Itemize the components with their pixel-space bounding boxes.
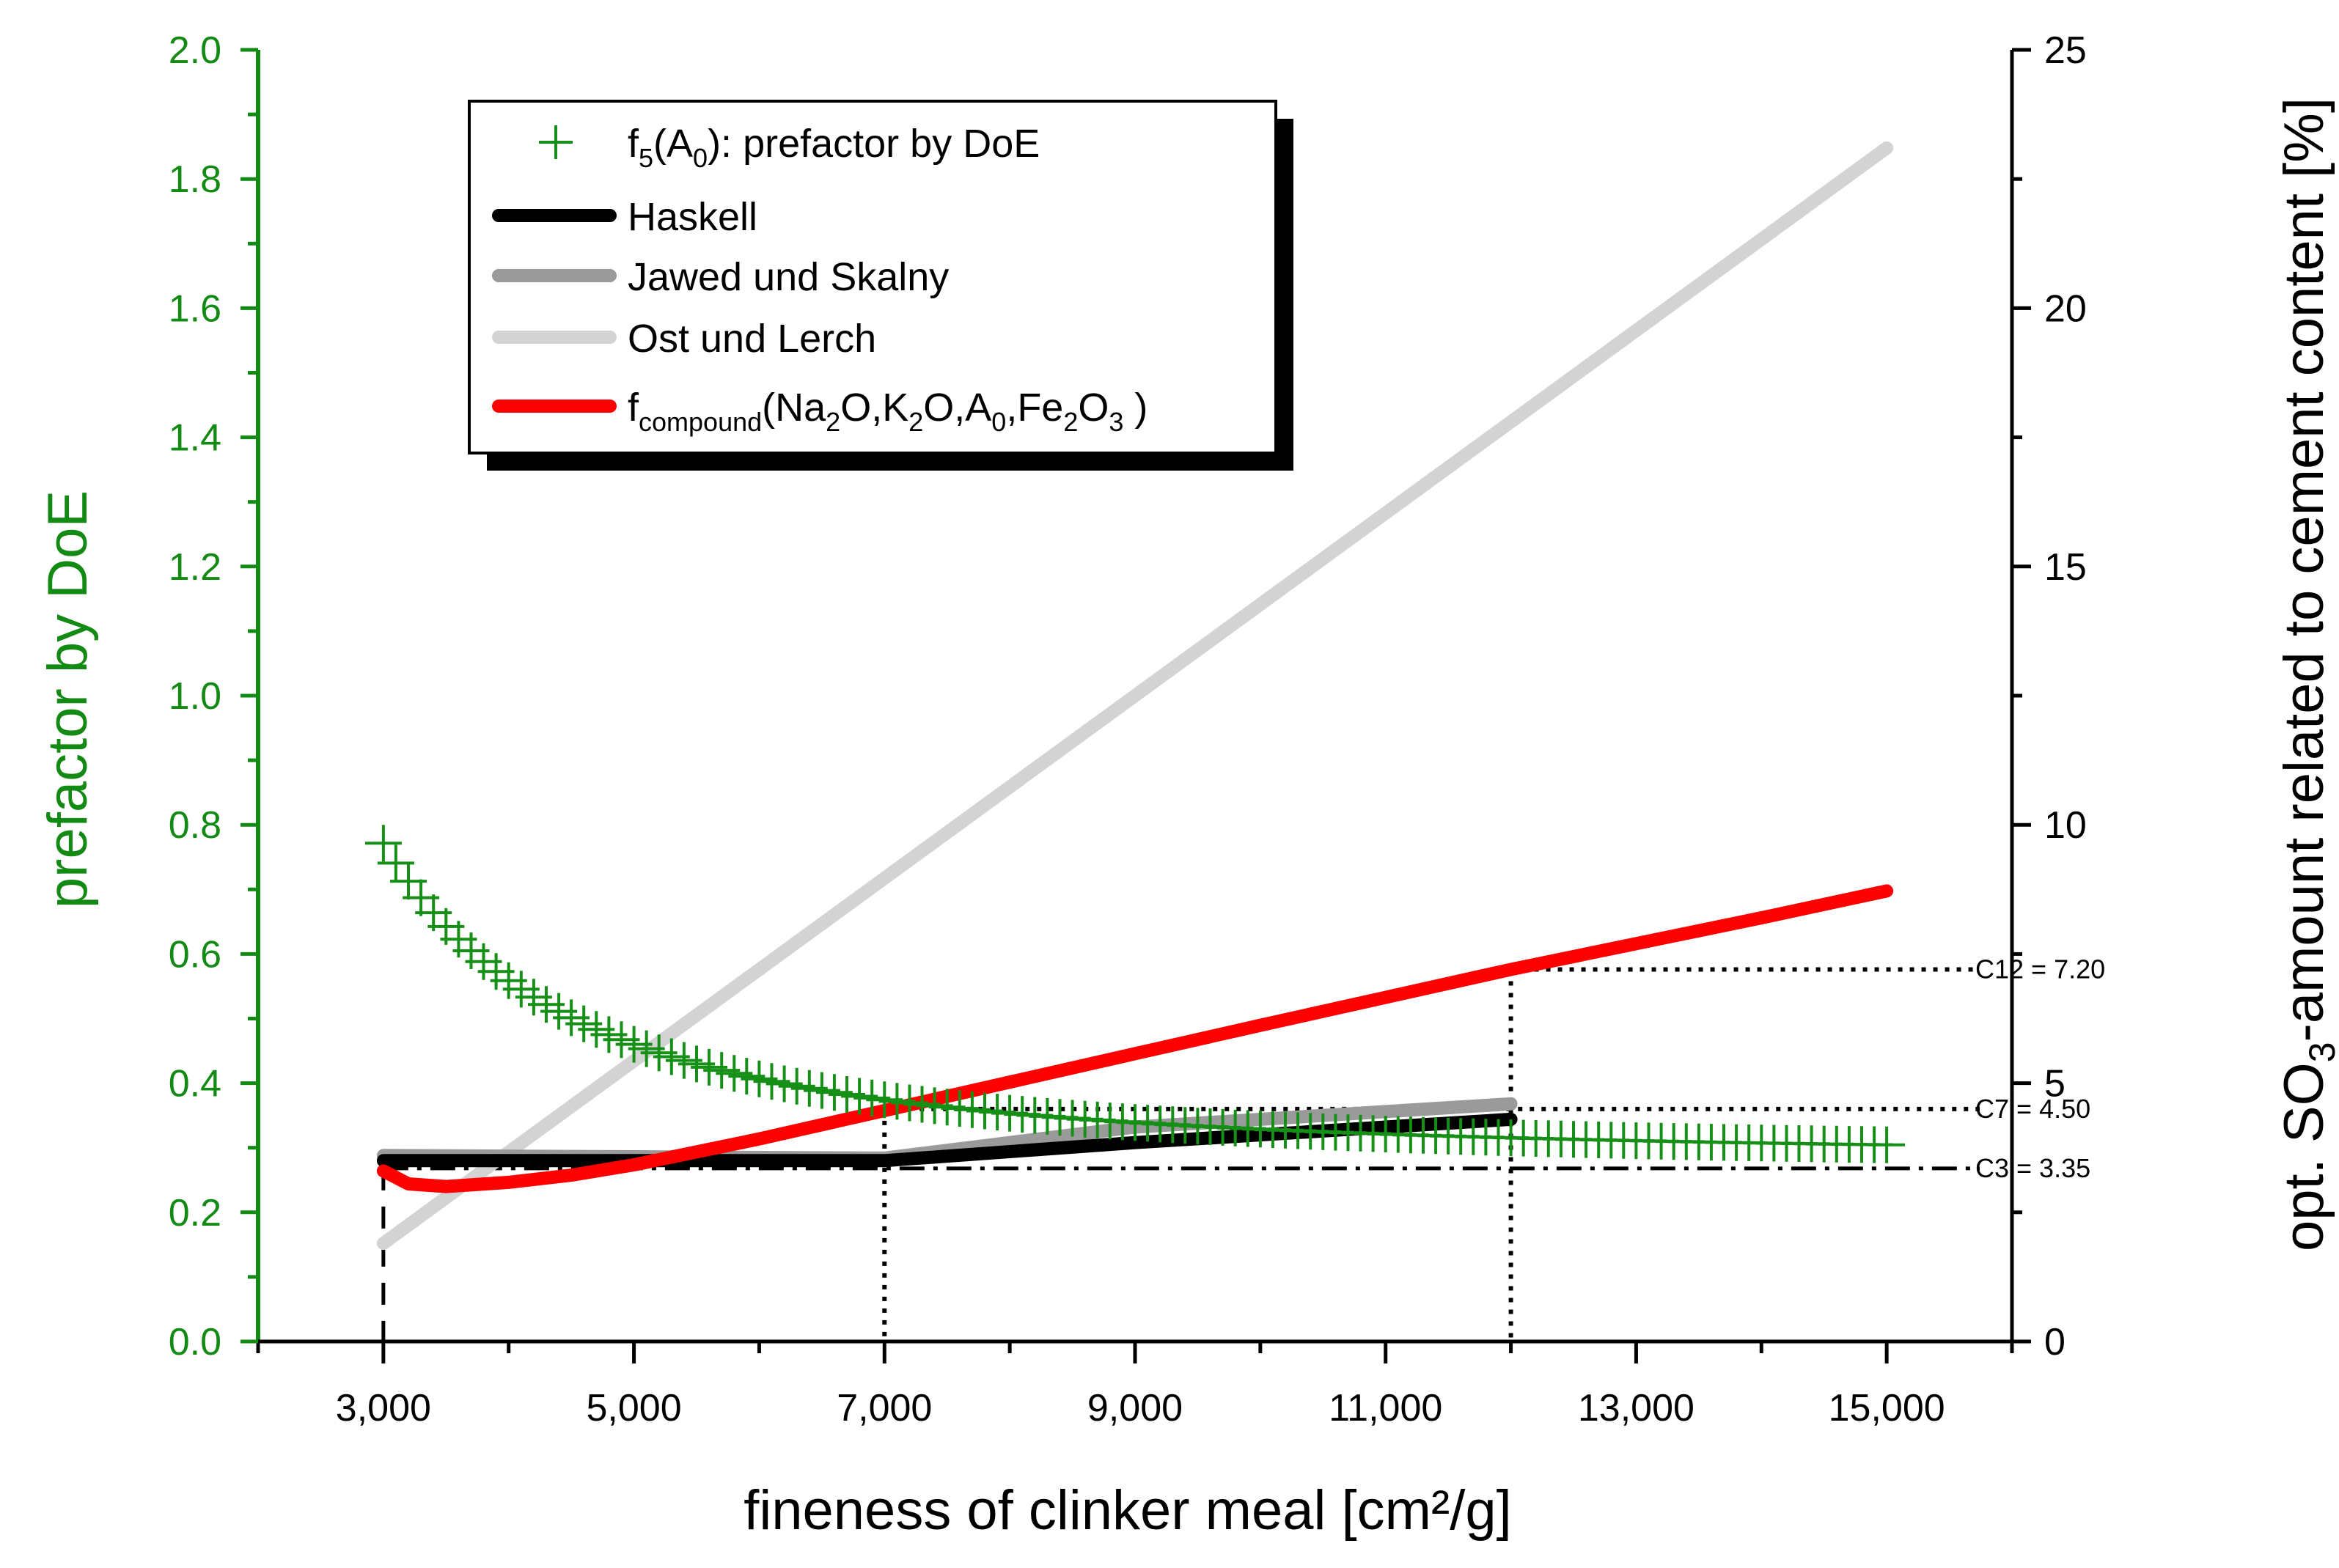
x-tick-label: 13,000 bbox=[1578, 1387, 1694, 1429]
legend-label-jawed: Jawed und Skalny bbox=[628, 255, 949, 299]
reference-labels: C3 = 3.35 C7 = 4.50 C12 = 7.20 bbox=[1975, 954, 2105, 1183]
legend-text-part: Haskell bbox=[628, 195, 757, 239]
legend-text-part: compound bbox=[639, 407, 762, 437]
right-tick-label: 10 bbox=[2044, 804, 2087, 847]
tick-labels: 3,000 5,000 7,000 9,000 11,000 13,000 15,000 0.… bbox=[169, 29, 2087, 1429]
plot-series bbox=[364, 141, 1906, 1251]
legend-text-part: ): prefactor by DoE bbox=[708, 122, 1040, 166]
legend-text-part: (Na bbox=[762, 386, 826, 430]
x-tick-label: 9,000 bbox=[1087, 1387, 1183, 1429]
left-axis-title: prefactor by DoE bbox=[37, 490, 99, 908]
axes bbox=[240, 48, 2031, 1363]
left-tick-label: 2.0 bbox=[169, 29, 221, 72]
legend-label-ost: Ost und Lerch bbox=[628, 317, 876, 361]
left-tick-label: 1.0 bbox=[169, 675, 221, 718]
legend-text-part: 3 bbox=[1109, 407, 1123, 437]
right-tick-label: 5 bbox=[2044, 1063, 2066, 1105]
legend-text-part: f bbox=[628, 122, 639, 166]
axis-titles: fineness of clinker meal [cm²/g] prefact… bbox=[37, 97, 2339, 1542]
legend-text-part: 2 bbox=[1063, 407, 1078, 437]
legend-text-part: O,A bbox=[923, 386, 991, 430]
legend-text-part: 2 bbox=[908, 407, 923, 437]
left-tick-label: 1.6 bbox=[169, 287, 221, 330]
ref-c7-label: C7 = 4.50 bbox=[1975, 1094, 2090, 1124]
x-tick-label: 15,000 bbox=[1829, 1387, 1945, 1429]
left-tick-label: 0.4 bbox=[169, 1063, 221, 1105]
right-tick-label: 0 bbox=[2044, 1321, 2066, 1363]
right-title-part: opt. SO bbox=[2273, 1062, 2335, 1251]
x-tick-label: 3,000 bbox=[336, 1387, 431, 1429]
x-axis-title: fineness of clinker meal [cm²/g] bbox=[743, 1479, 1512, 1542]
left-tick-label: 1.2 bbox=[169, 546, 221, 589]
left-tick-label: 0.2 bbox=[169, 1192, 221, 1234]
legend-text-part: ) bbox=[1123, 386, 1148, 430]
doe-point bbox=[364, 825, 402, 862]
legend-text-part: (A bbox=[653, 122, 693, 166]
series-doe-markers bbox=[364, 825, 1906, 1163]
legend-label-compound: fcompound(Na2O,K2O,A0,Fe2O3 ) bbox=[628, 386, 1148, 437]
legend-text-part: f bbox=[628, 386, 639, 430]
legend-text-part: 0 bbox=[991, 407, 1006, 437]
right-tick-label: 20 bbox=[2044, 287, 2087, 330]
left-tick-label: 1.4 bbox=[169, 417, 221, 460]
left-tick-label: 1.8 bbox=[169, 158, 221, 201]
legend-text-part: Jawed und Skalny bbox=[628, 255, 949, 299]
right-title-subscript: 3 bbox=[2302, 1042, 2339, 1062]
legend-symbol-doe bbox=[539, 125, 573, 159]
right-axis-title: opt. SO3-amount related to cement conten… bbox=[2273, 97, 2339, 1251]
legend-text-part: Ost und Lerch bbox=[628, 317, 876, 361]
legend-label-haskell: Haskell bbox=[628, 195, 757, 239]
left-tick-label: 0.8 bbox=[169, 804, 221, 847]
left-tick-label: 0.6 bbox=[169, 933, 221, 976]
legend-text-part: O,K bbox=[840, 386, 908, 430]
x-tick-label: 11,000 bbox=[1329, 1387, 1442, 1429]
right-tick-label: 25 bbox=[2044, 29, 2087, 72]
right-tick-label: 15 bbox=[2044, 546, 2087, 589]
left-tick-label: 0.0 bbox=[169, 1321, 221, 1363]
ref-c12-label: C12 = 7.20 bbox=[1975, 954, 2105, 984]
legend-text-part: 2 bbox=[826, 407, 840, 437]
reference-lines bbox=[381, 967, 1980, 1341]
right-title-part: -amount related to cement content [%] bbox=[2273, 97, 2335, 1042]
legend-text-part: 0 bbox=[693, 143, 708, 173]
x-tick-label: 5,000 bbox=[587, 1387, 682, 1429]
doe-point bbox=[1868, 1126, 1906, 1163]
legend-text-part: 5 bbox=[639, 143, 653, 173]
ref-c3-label: C3 = 3.35 bbox=[1975, 1153, 2090, 1183]
x-tick-label: 7,000 bbox=[837, 1387, 932, 1429]
legend-text-part: O bbox=[1078, 386, 1109, 430]
legend-text-part: ,Fe bbox=[1006, 386, 1063, 430]
legend-label-doe: f5(A0): prefactor by DoE bbox=[628, 122, 1040, 173]
